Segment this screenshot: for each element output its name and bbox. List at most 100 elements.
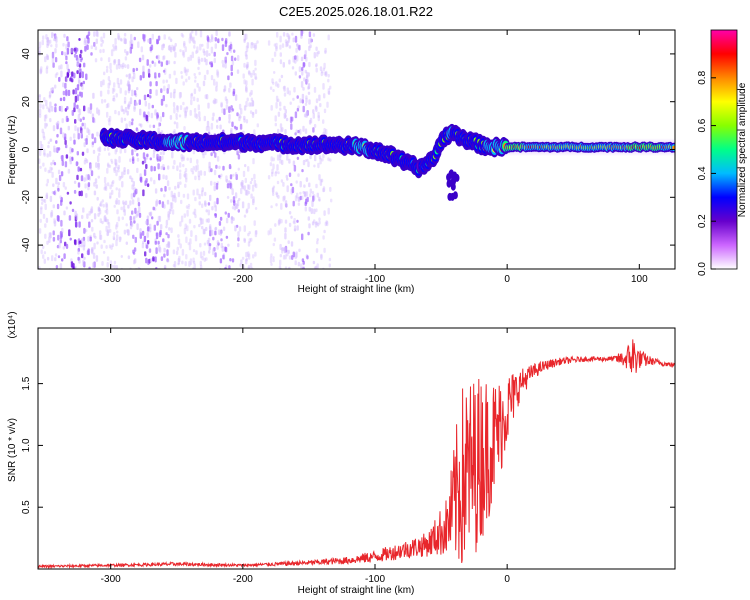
noise-speck bbox=[206, 35, 209, 41]
noise-speck bbox=[163, 247, 166, 253]
noise-speck bbox=[301, 258, 305, 263]
noise-speck bbox=[81, 84, 84, 91]
noise-speck bbox=[116, 77, 120, 85]
noise-speck bbox=[74, 125, 77, 132]
noise-speck bbox=[197, 175, 201, 181]
noise-speck bbox=[88, 266, 91, 269]
noise-speck bbox=[245, 257, 248, 262]
noise-speck bbox=[122, 109, 126, 115]
noise-speck bbox=[175, 113, 178, 118]
noise-speck bbox=[113, 97, 116, 102]
noise-speck bbox=[177, 181, 180, 189]
noise-speck bbox=[329, 158, 332, 162]
noise-speck bbox=[46, 37, 49, 43]
noise-speck bbox=[301, 195, 304, 200]
noise-speck bbox=[210, 229, 214, 236]
noise-speck bbox=[49, 138, 53, 142]
noise-speck bbox=[314, 154, 317, 162]
noise-speck bbox=[181, 34, 185, 38]
noise-speck bbox=[181, 50, 185, 56]
noise-speck bbox=[230, 64, 233, 72]
noise-speck bbox=[154, 109, 157, 116]
noise-speck bbox=[243, 39, 246, 44]
noise-speck bbox=[315, 208, 318, 213]
noise-speck bbox=[173, 88, 176, 94]
noise-speck bbox=[187, 203, 191, 208]
noise-speck bbox=[190, 99, 193, 106]
snr-ytick-label: 1.5 bbox=[21, 376, 32, 390]
noise-speck bbox=[187, 56, 190, 62]
colorbar-gradient bbox=[710, 29, 738, 270]
noise-speck bbox=[120, 206, 123, 211]
noise-speck bbox=[113, 204, 116, 208]
noise-speck bbox=[237, 237, 240, 242]
noise-speck bbox=[173, 261, 177, 268]
noise-speck bbox=[198, 116, 201, 122]
noise-speck bbox=[115, 93, 118, 98]
noise-speck bbox=[49, 166, 52, 174]
noise-speck bbox=[256, 123, 259, 128]
noise-speck bbox=[100, 57, 103, 62]
noise-speck bbox=[243, 214, 247, 218]
noise-speck bbox=[315, 63, 318, 67]
noise-speck bbox=[184, 223, 187, 230]
noise-speck bbox=[46, 43, 49, 49]
noise-speck bbox=[294, 111, 298, 119]
noise-speck bbox=[58, 76, 61, 82]
noise-speck bbox=[111, 243, 114, 248]
noise-speck bbox=[305, 112, 308, 118]
noise-speck bbox=[228, 164, 232, 170]
noise-speck bbox=[245, 80, 248, 86]
noise-speck bbox=[78, 190, 81, 197]
noise-speck bbox=[89, 162, 92, 169]
noise-speck bbox=[148, 248, 152, 253]
noise-speck bbox=[302, 159, 306, 166]
noise-speck bbox=[198, 111, 201, 118]
noise-speck bbox=[320, 178, 324, 183]
noise-speck bbox=[108, 152, 111, 156]
noise-speck bbox=[96, 241, 99, 245]
noise-speck bbox=[117, 164, 120, 170]
noise-speck bbox=[57, 255, 61, 259]
noise-speck bbox=[208, 161, 211, 169]
noise-speck bbox=[188, 218, 192, 224]
noise-speck bbox=[139, 75, 142, 81]
noise-speck bbox=[133, 216, 136, 221]
noise-speck bbox=[284, 219, 288, 224]
noise-speck bbox=[92, 252, 96, 259]
noise-speck bbox=[282, 196, 285, 202]
noise-speck bbox=[322, 187, 325, 193]
noise-speck bbox=[290, 241, 294, 247]
noise-speck bbox=[51, 51, 55, 59]
noise-speck bbox=[43, 114, 47, 122]
noise-speck bbox=[218, 174, 221, 178]
noise-speck bbox=[125, 223, 128, 227]
noise-speck bbox=[252, 158, 255, 165]
noise-speck bbox=[105, 245, 108, 249]
noise-speck bbox=[114, 200, 118, 205]
noise-speck bbox=[271, 187, 275, 193]
noise-speck bbox=[41, 144, 44, 150]
noise-speck bbox=[114, 149, 117, 155]
noise-speck bbox=[63, 253, 66, 260]
noise-speck bbox=[61, 51, 64, 56]
noise-speck bbox=[304, 50, 307, 57]
noise-speck bbox=[45, 123, 48, 127]
noise-speck bbox=[306, 255, 309, 260]
noise-speck bbox=[284, 254, 287, 260]
noise-speck bbox=[292, 97, 295, 101]
noise-speck bbox=[116, 209, 119, 215]
noise-speck bbox=[274, 223, 277, 227]
noise-speck bbox=[125, 74, 128, 78]
noise-speck bbox=[130, 121, 134, 126]
noise-speck bbox=[186, 68, 190, 73]
noise-speck bbox=[308, 31, 312, 38]
noise-speck bbox=[293, 228, 297, 232]
noise-speck bbox=[132, 217, 135, 221]
noise-speck bbox=[214, 43, 217, 49]
noise-speck bbox=[109, 196, 112, 200]
noise-speck bbox=[244, 189, 248, 196]
noise-speck bbox=[67, 68, 70, 74]
noise-speck bbox=[267, 175, 271, 180]
noise-speck bbox=[143, 34, 146, 42]
